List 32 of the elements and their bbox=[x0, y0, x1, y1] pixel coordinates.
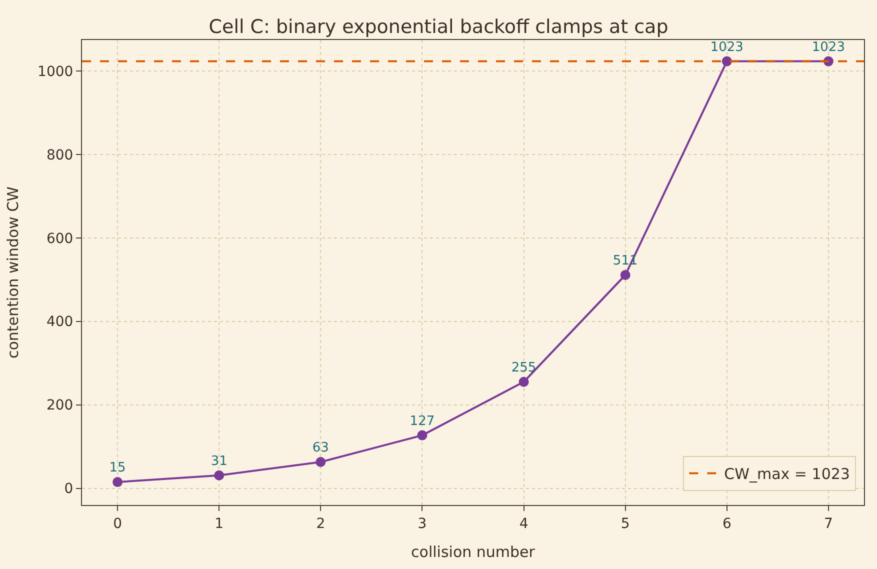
y-tick-label: 800 bbox=[46, 147, 74, 164]
x-tick-label: 4 bbox=[519, 516, 528, 532]
x-tick-label: 7 bbox=[824, 516, 833, 532]
data-label: 63 bbox=[312, 440, 329, 456]
y-tick-label: 0 bbox=[64, 481, 74, 498]
point bbox=[214, 470, 224, 480]
point bbox=[417, 430, 428, 440]
x-tick-label: 1 bbox=[214, 516, 224, 532]
point bbox=[518, 376, 529, 387]
data-label: 1023 bbox=[812, 40, 845, 55]
y-tick-label: 1000 bbox=[38, 64, 74, 80]
point bbox=[722, 56, 732, 66]
x-tick-label: 2 bbox=[316, 516, 326, 532]
x-tick-label: 6 bbox=[722, 516, 732, 532]
x-tick-label: 3 bbox=[418, 516, 427, 532]
chart-title: Cell C: binary exponential backoff clamps at cap bbox=[208, 16, 668, 38]
data-label: 31 bbox=[210, 454, 228, 469]
data-label: 255 bbox=[511, 360, 536, 376]
point bbox=[620, 270, 630, 280]
y-axis-title: contention window CW bbox=[4, 186, 22, 359]
point bbox=[316, 457, 326, 468]
data-label: 15 bbox=[109, 460, 126, 476]
x-tick-label: 0 bbox=[113, 516, 122, 532]
point bbox=[112, 477, 123, 488]
y-tick-label: 400 bbox=[46, 314, 74, 330]
data-label: 1023 bbox=[710, 40, 744, 55]
y-tick-label: 600 bbox=[46, 230, 74, 247]
x-axis-title: collision number bbox=[411, 542, 536, 561]
legend-label: CW_max = 1023 bbox=[724, 465, 850, 484]
x-tick-label: 5 bbox=[620, 516, 630, 532]
y-tick-label: 200 bbox=[46, 398, 74, 414]
data-label: 127 bbox=[410, 414, 435, 429]
